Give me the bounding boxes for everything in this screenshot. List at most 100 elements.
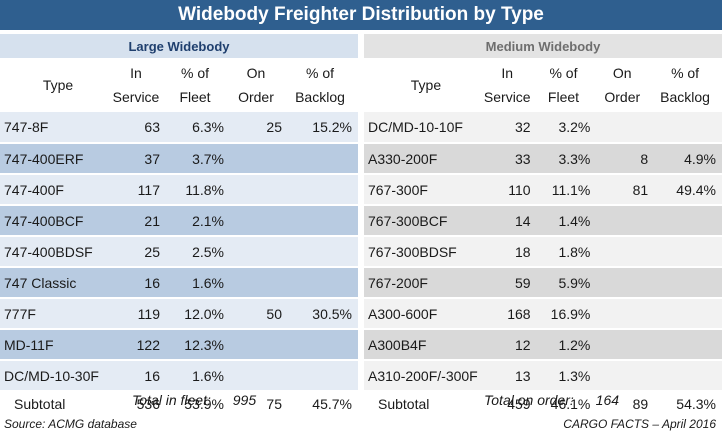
total-on-order: Total on order: 164	[484, 392, 619, 408]
cell-type: 777F	[0, 298, 112, 330]
cell-pct-fleet: 3.3%	[536, 143, 597, 175]
table-row: 767-300BDSF 18 1.8%	[364, 236, 722, 268]
cell-pct-fleet: 3.2%	[536, 112, 597, 144]
cell-pct-backlog: 4.9%	[654, 143, 722, 175]
medium-widebody-rows: DC/MD-10-10F 32 3.2% A330-200F 33 3.3% 8 4.9% 76…	[364, 112, 722, 418]
cell-type: A300B4F	[364, 329, 484, 361]
cell-pct-backlog	[654, 360, 722, 392]
cell-pct-backlog	[654, 298, 722, 330]
cell-on-order	[596, 267, 655, 299]
subtotal-row: Subtotal 459 46.1% 89 54.3%	[364, 391, 722, 418]
cell-on-order: 50	[230, 298, 288, 330]
cell-type: A300-600F	[364, 298, 484, 330]
cell-type: 747-400BDSF	[0, 236, 112, 268]
cell-pct-fleet: 1.2%	[536, 329, 597, 361]
cell-on-order	[230, 143, 288, 175]
total-on-order-value: 164	[595, 392, 620, 408]
header-pct-fleet: % of Fleet	[547, 65, 580, 105]
table-row: DC/MD-10-10F 32 3.2%	[364, 112, 722, 144]
table-row: 747-400BDSF 25 2.5%	[0, 236, 358, 268]
cell-type: 747-400BCF	[0, 205, 112, 237]
cell-pct-fleet: 1.6%	[166, 267, 230, 299]
large-widebody-table: Type In Service % of Fleet On Order % of…	[0, 58, 358, 418]
cell-on-order	[230, 360, 288, 392]
cell-in-service: 16	[112, 267, 166, 299]
cell-pct-fleet: 12.3%	[166, 329, 230, 361]
cell-type: MD-11F	[0, 329, 112, 361]
table-row: A300-600F 168 16.9%	[364, 298, 722, 330]
cell-pct-backlog: 30.5%	[288, 298, 358, 330]
cell-pct-backlog	[288, 329, 358, 361]
cell-in-service: 18	[483, 236, 537, 268]
table-row: A330-200F 33 3.3% 8 4.9%	[364, 143, 722, 175]
cell-on-order: 81	[596, 174, 655, 206]
total-in-fleet: Total in fleet: 995	[132, 392, 256, 408]
table-row: 767-300F 110 11.1% 81 49.4%	[364, 174, 722, 206]
cell-pct-backlog	[654, 267, 722, 299]
cell-pct-fleet: 1.8%	[536, 236, 597, 268]
cell-in-service: 25	[112, 236, 166, 268]
credit-note: CARGO FACTS – April 2016	[563, 417, 716, 431]
cell-pct-backlog	[288, 174, 358, 206]
subtotal-cell-on-order: 75	[230, 391, 288, 418]
cell-type: DC/MD-10-10F	[364, 112, 484, 144]
subtotal-row: Subtotal 536 53.9% 75 45.7%	[0, 391, 358, 418]
cell-type: A330-200F	[364, 143, 484, 175]
cell-pct-backlog	[288, 205, 358, 237]
source-note: Source: ACMG database	[4, 417, 137, 431]
table-row: A310-200F/-300F 13 1.3%	[364, 360, 722, 392]
header-pct-backlog: % of Backlog	[660, 65, 710, 105]
subtotal-cell-in-service: 459	[483, 391, 537, 418]
table-row: 767-200F 59 5.9%	[364, 267, 722, 299]
medium-widebody-table: Type In Service % of Fleet On Order % of…	[364, 58, 722, 418]
cell-in-service: 37	[112, 143, 166, 175]
cell-in-service: 16	[112, 360, 166, 392]
medium-widebody-heading: Medium Widebody	[364, 34, 722, 58]
cell-in-service: 33	[483, 143, 537, 175]
cell-type: A310-200F/-300F	[364, 360, 484, 392]
total-in-fleet-value: 995	[232, 392, 257, 408]
cell-pct-fleet: 12.0%	[166, 298, 230, 330]
cell-type: 767-300F	[364, 174, 484, 206]
cell-in-service: 14	[483, 205, 537, 237]
cell-on-order	[230, 236, 288, 268]
table-row: 747-400BCF 21 2.1%	[0, 205, 358, 237]
cell-in-service: 59	[483, 267, 537, 299]
cell-type: 767-300BDSF	[364, 236, 484, 268]
cell-pct-fleet: 3.7%	[166, 143, 230, 175]
header-in-service: In Service	[112, 65, 160, 105]
cell-pct-fleet: 11.1%	[536, 174, 597, 206]
cell-pct-backlog	[288, 267, 358, 299]
cell-pct-fleet: 1.6%	[166, 360, 230, 392]
cell-on-order	[230, 174, 288, 206]
cell-in-service: 12	[483, 329, 537, 361]
medium-widebody-panel: Medium Widebody Type In Service % of Fle…	[364, 34, 722, 418]
header-pct-fleet: % of Fleet	[179, 65, 211, 105]
table-title: Widebody Freighter Distribution by Type	[0, 0, 722, 32]
cell-in-service: 13	[483, 360, 537, 392]
cell-in-service: 21	[112, 205, 166, 237]
cell-pct-fleet: 2.1%	[166, 205, 230, 237]
cell-pct-fleet: 6.3%	[166, 112, 230, 144]
cell-on-order	[596, 112, 655, 144]
cell-on-order	[596, 329, 655, 361]
cell-pct-backlog	[288, 143, 358, 175]
cell-pct-backlog: 49.4%	[654, 174, 722, 206]
large-widebody-panel: Large Widebody Type In Service % of Flee…	[0, 34, 358, 418]
table-row: 777F 119 12.0% 50 30.5%	[0, 298, 358, 330]
cell-pct-backlog	[288, 360, 358, 392]
cell-on-order	[230, 329, 288, 361]
cell-type: 747-400F	[0, 174, 112, 206]
table-row: 747-8F 63 6.3% 25 15.2%	[0, 112, 358, 144]
cell-on-order: 8	[596, 143, 655, 175]
subtotal-cell-pct-backlog: 54.3%	[654, 391, 722, 418]
header-type: Type	[410, 77, 442, 93]
cell-type: DC/MD-10-30F	[0, 360, 112, 392]
cell-type: 767-200F	[364, 267, 484, 299]
total-in-fleet-label: Total in fleet:	[132, 392, 211, 408]
subtotal-cell-type: Subtotal	[0, 391, 112, 418]
header-type: Type	[42, 77, 74, 93]
cell-pct-fleet: 5.9%	[536, 267, 597, 299]
subtotal-cell-in-service: 536	[112, 391, 166, 418]
cell-in-service: 168	[483, 298, 537, 330]
